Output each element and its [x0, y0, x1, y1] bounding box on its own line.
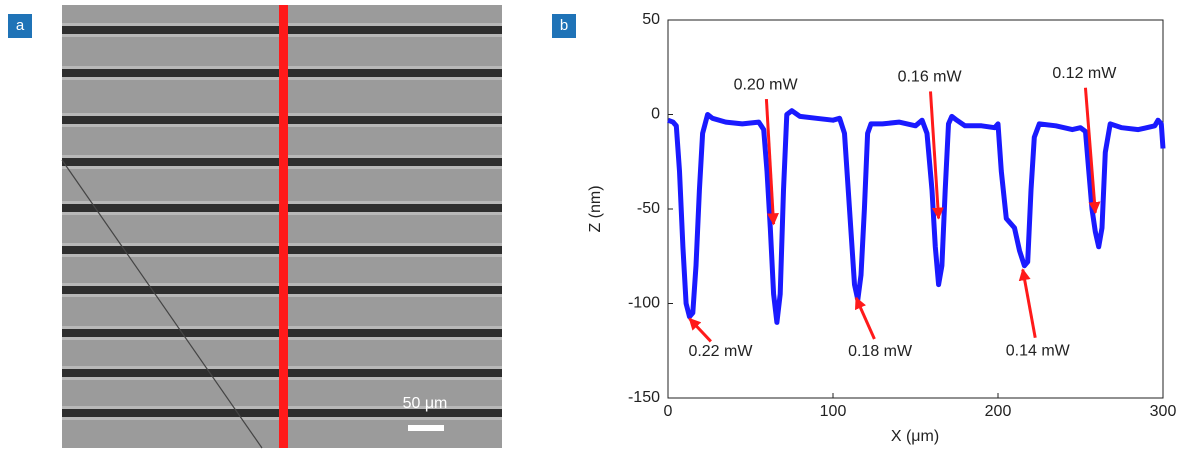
- scratch: [61, 159, 263, 449]
- annotation-arrow: [764, 99, 779, 226]
- annotation-label: 0.20 mW: [734, 76, 799, 93]
- annotation-label: 0.12 mW: [1052, 65, 1117, 82]
- x-tick-label: 0: [664, 403, 673, 420]
- x-tick-label: 300: [1150, 403, 1177, 420]
- panel-label-box: [552, 14, 576, 38]
- scale-bar: [408, 425, 444, 431]
- x-tick-label: 100: [820, 403, 847, 420]
- y-tick-label: 50: [642, 11, 660, 28]
- panel-label-box: [8, 14, 32, 38]
- annotation-arrow: [928, 91, 944, 220]
- annotation-arrow: [854, 296, 876, 340]
- y-tick-label: -150: [628, 389, 660, 406]
- annotation-label: 0.18 mW: [848, 343, 913, 360]
- panel-label: a: [16, 17, 25, 34]
- y-axis-label: Z (nm): [587, 185, 604, 232]
- annotation-label: 0.16 mW: [898, 69, 963, 86]
- scale-bar-label: 50 μm: [403, 395, 448, 412]
- y-tick-label: 0: [651, 106, 660, 123]
- y-tick-label: -50: [637, 200, 660, 217]
- x-axis-label: X (μm): [891, 428, 939, 445]
- line-series: [667, 108, 1166, 325]
- scan-line: [279, 5, 288, 448]
- annotation-arrow: [688, 317, 712, 343]
- panel-label: b: [560, 17, 568, 34]
- annotation-label: 0.22 mW: [688, 343, 753, 360]
- annotation-arrow: [1018, 268, 1037, 338]
- y-tick-label: -100: [628, 295, 660, 312]
- x-tick-label: 200: [985, 403, 1012, 420]
- annotation-label: 0.14 mW: [1006, 343, 1071, 360]
- annotation-arrow: [1083, 87, 1101, 214]
